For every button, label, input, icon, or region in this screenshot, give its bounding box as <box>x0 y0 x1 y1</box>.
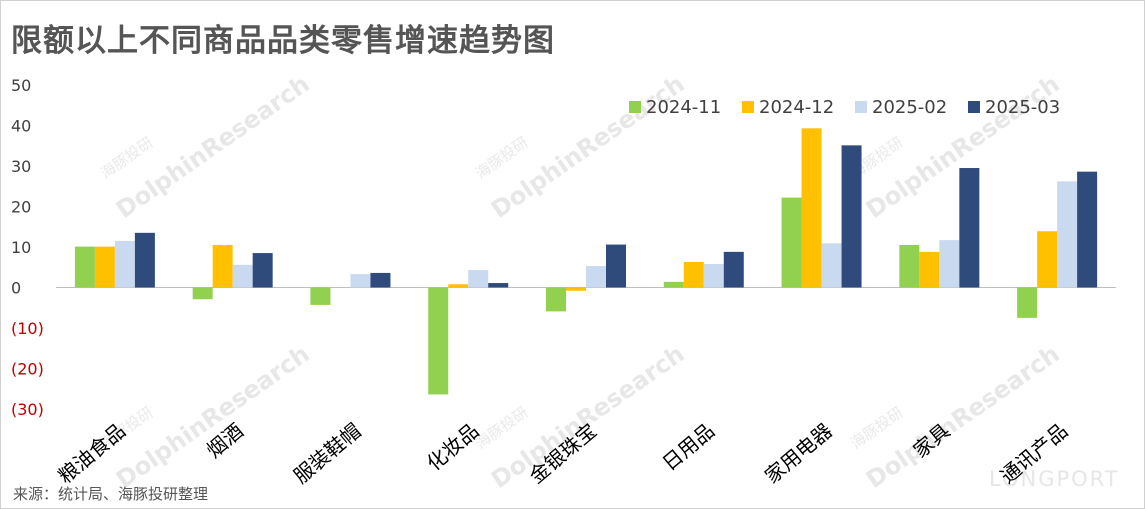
bar <box>899 244 920 288</box>
longport-logo: LONGPORT <box>989 467 1120 491</box>
legend-label: 2025-02 <box>872 97 947 118</box>
legend-label: 2025-03 <box>985 97 1060 118</box>
bar <box>94 246 115 288</box>
x-tick-label: 服装鞋帽 <box>289 418 366 488</box>
x-tick-label: 日用品 <box>658 418 719 475</box>
bar <box>350 274 371 288</box>
bar <box>723 251 744 288</box>
bar <box>370 272 391 288</box>
bar <box>1077 171 1098 288</box>
bar <box>781 197 802 288</box>
bar <box>232 264 253 288</box>
bar <box>212 244 233 288</box>
bar <box>310 287 331 305</box>
x-tick-label: 粮油食品 <box>53 418 130 488</box>
x-tick-label: 烟酒 <box>202 418 248 462</box>
bar <box>663 281 684 288</box>
bar <box>1017 287 1038 318</box>
y-tick-label: 50 <box>11 76 31 95</box>
bar <box>1057 181 1078 288</box>
x-tick-label: 通讯产品 <box>996 418 1073 488</box>
y-tick-label: 10 <box>11 238 31 257</box>
bar <box>841 145 862 288</box>
y-tick-label: (30) <box>11 400 44 419</box>
x-tick-label: 家具 <box>908 418 954 462</box>
bar <box>74 246 95 288</box>
bar <box>192 287 213 300</box>
bar <box>566 287 586 291</box>
bar <box>703 264 724 288</box>
legend-label: 2024-12 <box>759 97 834 118</box>
legend-label: 2024-11 <box>646 97 721 118</box>
legend-swatch <box>855 101 867 113</box>
chart-title: 限额以上不同商品品类零售增速趋势图 <box>11 23 555 59</box>
bar <box>801 128 822 288</box>
y-tick-label: (20) <box>11 360 44 379</box>
x-tick-label: 化妆品 <box>422 418 483 475</box>
legend-swatch <box>742 101 754 113</box>
bar <box>606 244 626 288</box>
bar <box>114 240 135 288</box>
bar <box>428 287 449 395</box>
y-tick-label: 0 <box>11 279 21 298</box>
bar <box>959 168 980 288</box>
x-axis-labels: 粮油食品 烟酒 服装鞋帽 化妆品 金银珠宝 日用品 家用电器 家具 通讯产品 <box>53 418 1072 488</box>
y-axis-labels: 50 40 30 20 10 0 (10) (20) (30) <box>11 76 44 419</box>
legend-swatch <box>968 101 980 113</box>
legend: 2024-11 2024-12 2025-02 2025-03 <box>629 97 1060 118</box>
bar <box>586 266 606 288</box>
bar <box>448 284 469 288</box>
bar <box>1037 231 1058 288</box>
bar <box>252 253 273 288</box>
bar <box>546 287 566 312</box>
source-note: 来源：统计局、海豚投研整理 <box>13 485 209 503</box>
bar <box>488 283 509 288</box>
x-tick-label: 家用电器 <box>760 418 837 488</box>
y-tick-label: 40 <box>11 117 31 136</box>
y-tick-label: 30 <box>11 157 31 176</box>
y-tick-label: 20 <box>11 198 31 217</box>
bar <box>468 270 489 288</box>
bar <box>939 240 960 288</box>
y-tick-label: (10) <box>11 319 44 338</box>
x-tick-label: 金银珠宝 <box>525 418 602 488</box>
bar <box>919 251 940 288</box>
bar <box>683 261 704 288</box>
bar <box>134 232 155 288</box>
bar <box>821 243 842 288</box>
legend-swatch <box>629 101 641 113</box>
bars-group <box>74 128 1098 395</box>
